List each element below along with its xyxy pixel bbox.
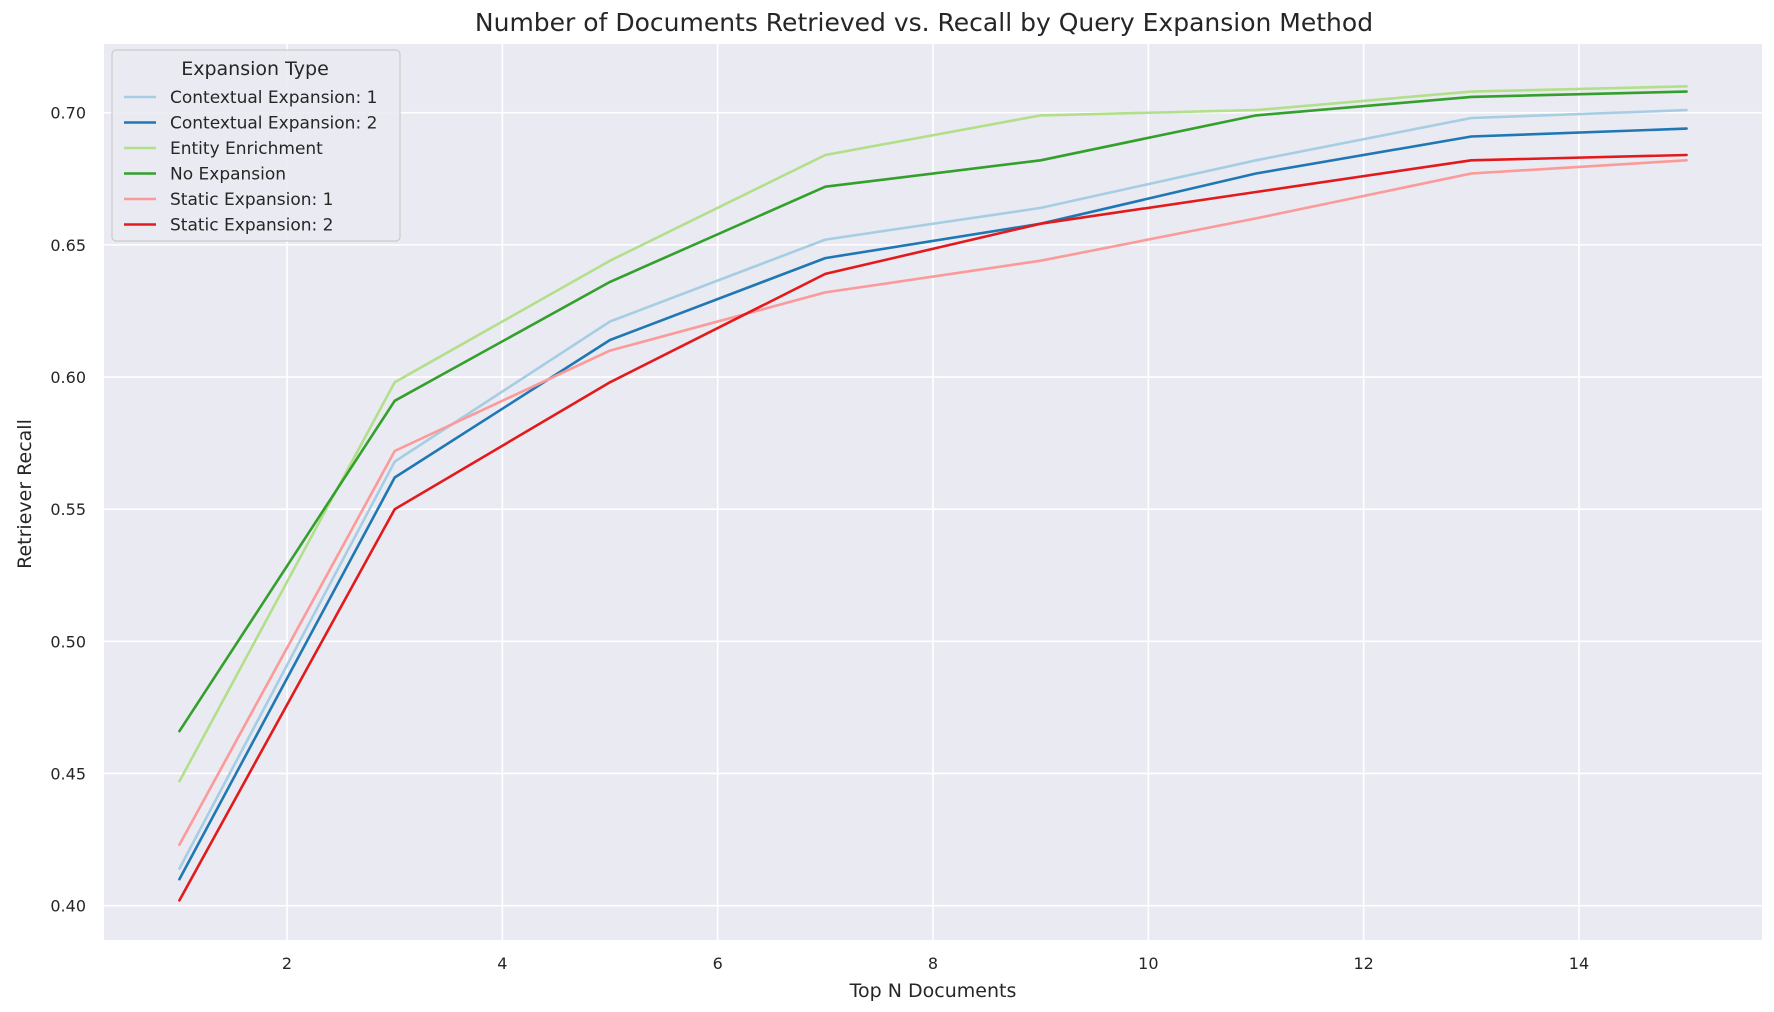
y-tick-label: 0.45 xyxy=(50,764,86,783)
y-tick-label: 0.50 xyxy=(50,632,86,651)
x-axis-ticks: 2 4 6 8 10 12 14 xyxy=(282,954,1589,973)
legend-label: Static Expansion: 2 xyxy=(170,216,334,236)
series-line-static-expansion-1 xyxy=(178,159,1688,847)
x-axis-label: Top N Documents xyxy=(849,980,1017,1002)
legend-label: No Expansion xyxy=(170,165,286,185)
y-tick-label: 0.70 xyxy=(50,104,86,123)
series-line-entity-enrichment xyxy=(178,85,1688,783)
x-tick-label: 4 xyxy=(497,954,507,973)
x-tick-label: 2 xyxy=(282,954,292,973)
series-line-no-expansion xyxy=(178,90,1688,733)
legend-title: Expansion Type xyxy=(181,58,329,80)
chart-title: Number of Documents Retrieved vs. Recall… xyxy=(475,8,1373,37)
x-tick-label: 6 xyxy=(713,954,723,973)
y-axis-ticks: 0.40 0.45 0.50 0.55 0.60 0.65 0.70 xyxy=(50,104,86,916)
x-tick-label: 14 xyxy=(1569,954,1589,973)
legend-box xyxy=(111,49,401,242)
legend: Expansion Type Contextual Expansion: 1Co… xyxy=(111,49,401,242)
series-line-contextual-expansion-2 xyxy=(178,127,1688,881)
grid xyxy=(104,44,1762,940)
series-line-static-expansion-2 xyxy=(178,153,1688,902)
x-tick-label: 10 xyxy=(1138,954,1158,973)
legend-label: Static Expansion: 1 xyxy=(170,190,334,210)
x-tick-label: 12 xyxy=(1353,954,1373,973)
series-lines xyxy=(178,85,1688,902)
y-tick-label: 0.55 xyxy=(50,500,86,519)
legend-label: Contextual Expansion: 1 xyxy=(170,88,377,108)
series-line-contextual-expansion-1 xyxy=(178,108,1688,870)
legend-label: Entity Enrichment xyxy=(170,139,323,159)
y-tick-label: 0.65 xyxy=(50,236,86,255)
y-tick-label: 0.60 xyxy=(50,368,86,387)
legend-items: Contextual Expansion: 1 Contextual Expans… xyxy=(124,88,377,236)
y-axis-label: Retriever Recall xyxy=(14,419,36,569)
legend-label: Contextual Expansion: 2 xyxy=(170,114,377,134)
y-tick-label: 0.40 xyxy=(50,897,86,916)
x-tick-label: 8 xyxy=(928,954,938,973)
